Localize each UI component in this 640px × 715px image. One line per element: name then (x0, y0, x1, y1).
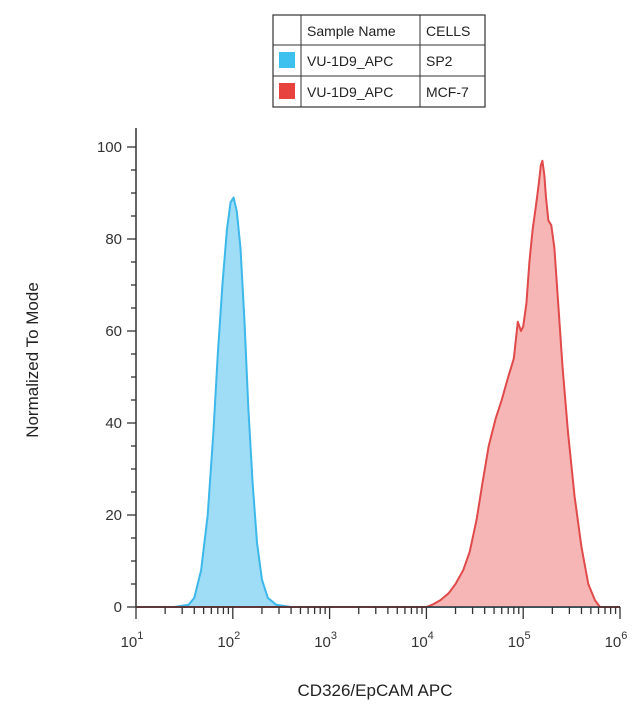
x-axis-title: CD326/EpCAM APC (298, 681, 453, 700)
y-ticks: 0 20 40 60 80 100 (97, 139, 136, 616)
series-line-mcf7 (136, 159, 620, 608)
series-layer (136, 159, 620, 608)
x-ticks: 101 102 103 104 105 106 (121, 607, 628, 651)
x-tick-label: 103 (314, 630, 337, 651)
legend-header-cells: CELLS (426, 23, 470, 39)
legend-table: Sample Name CELLS VU-1D9_APC SP2 VU-1D9_… (272, 14, 486, 108)
y-tick-label: 80 (105, 231, 122, 248)
y-tick-label: 40 (105, 415, 122, 432)
series-area-sp2 (136, 197, 620, 607)
series-area-mcf7 (136, 160, 620, 608)
y-tick-label: 100 (97, 139, 122, 156)
y-axis-title: Normalized To Mode (23, 282, 42, 438)
y-tick-label: 20 (105, 507, 122, 524)
y-tick-label: 0 (114, 599, 122, 616)
x-tick-label: 102 (217, 630, 240, 651)
legend-header-sample: Sample Name (307, 23, 396, 39)
legend-sample-sp2: VU-1D9_APC (307, 53, 393, 69)
legend-swatch-sp2 (279, 52, 295, 68)
x-tick-label: 106 (605, 630, 628, 651)
x-tick-label: 104 (411, 630, 434, 651)
x-tick-label: 105 (508, 630, 531, 651)
axes (135, 128, 620, 608)
x-tick-label: 101 (121, 630, 144, 651)
legend-sample-mcf7: VU-1D9_APC (307, 84, 393, 100)
legend-cells-sp2: SP2 (426, 53, 453, 69)
y-tick-label: 60 (105, 323, 122, 340)
legend-cells-mcf7: MCF-7 (426, 84, 469, 100)
legend-swatch-mcf7 (279, 83, 295, 99)
series-line-sp2 (136, 196, 620, 608)
